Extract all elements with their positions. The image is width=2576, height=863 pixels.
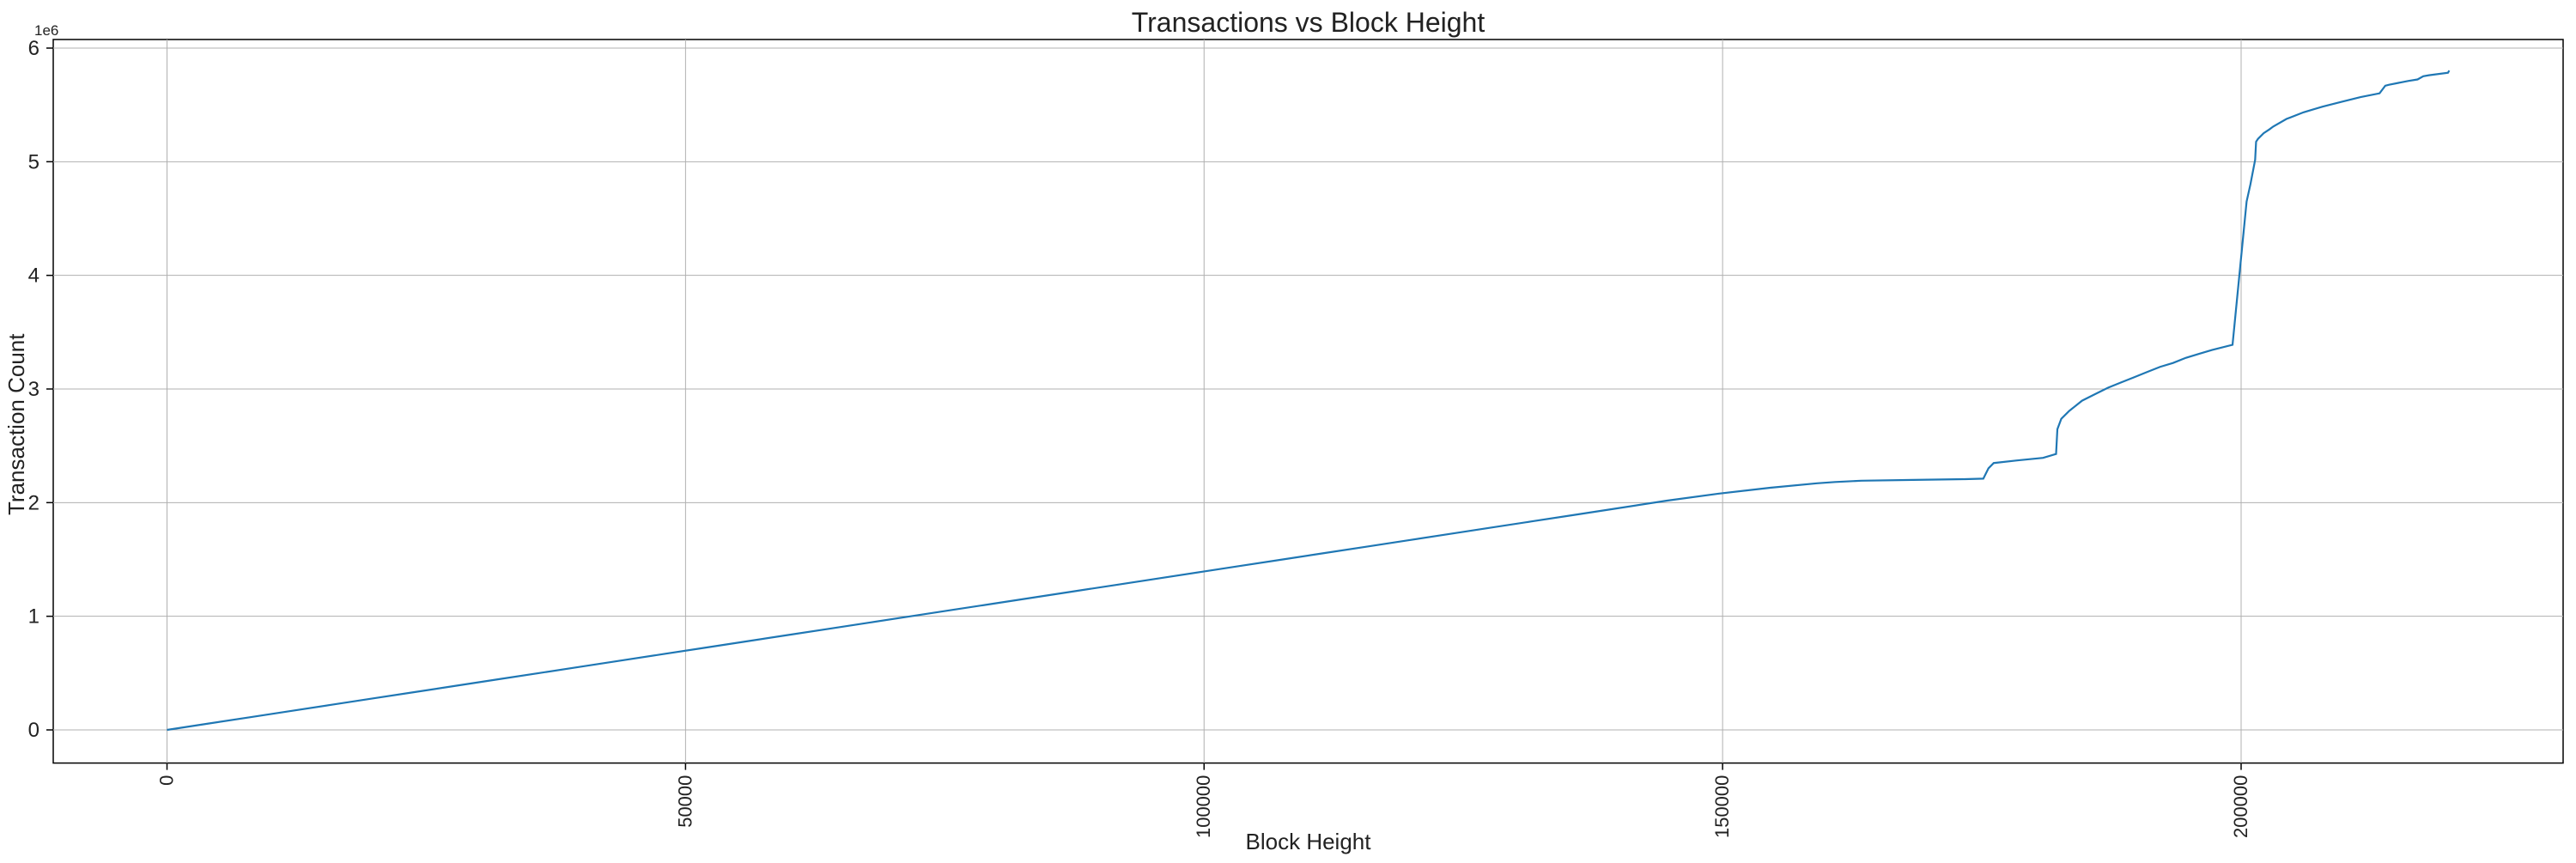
svg-text:0: 0 <box>156 775 178 786</box>
svg-text:4: 4 <box>28 264 39 288</box>
svg-text:1: 1 <box>28 605 39 629</box>
svg-text:0: 0 <box>28 719 39 742</box>
svg-text:50000: 50000 <box>674 775 696 828</box>
svg-text:5: 5 <box>28 150 39 173</box>
svg-text:6: 6 <box>28 37 39 60</box>
